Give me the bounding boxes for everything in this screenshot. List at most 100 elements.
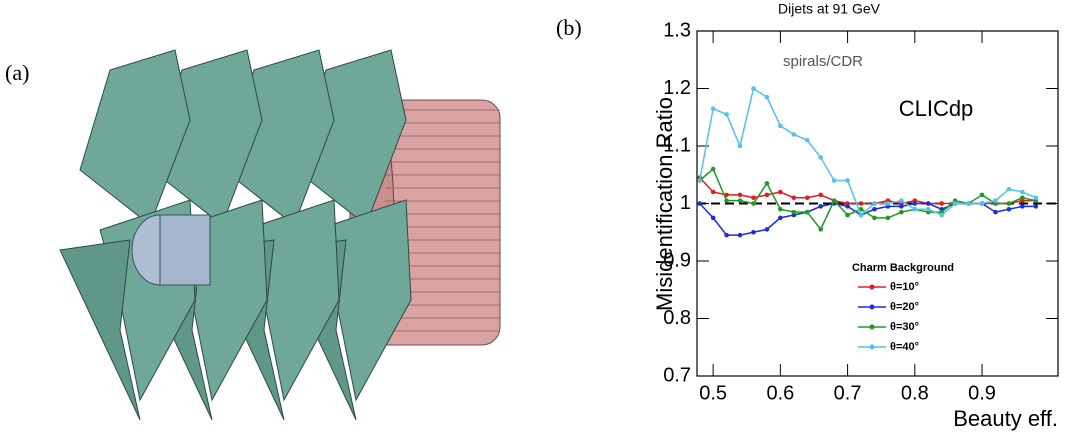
y-tick-label: 0.8 (663, 307, 691, 329)
series-line (699, 202, 1036, 236)
data-point (778, 215, 783, 221)
x-tick-label: 0.6 (766, 382, 794, 404)
data-point (831, 198, 837, 203)
legend-marker (869, 284, 875, 290)
data-point (764, 192, 770, 198)
data-point (778, 189, 783, 195)
data-point (939, 201, 945, 206)
data-point (778, 123, 783, 129)
y-tick-label: 1 (680, 192, 691, 214)
data-point (858, 201, 864, 206)
legend-marker (869, 324, 875, 330)
y-tick-label: 0.9 (663, 249, 691, 271)
annotation: CLICdp (899, 96, 974, 121)
data-point (939, 212, 945, 218)
data-point (1033, 195, 1039, 201)
data-point (831, 178, 837, 183)
data-point (804, 209, 810, 215)
data-point (1006, 186, 1012, 192)
annotation: spirals/CDR (783, 53, 863, 70)
data-point (697, 201, 702, 206)
data-point (872, 201, 877, 206)
data-point (710, 106, 716, 111)
data-point (751, 201, 756, 206)
data-point (1020, 195, 1025, 201)
legend-label: θ=20° (890, 301, 919, 313)
data-point (885, 201, 891, 206)
panel (59, 239, 141, 421)
data-point (885, 215, 891, 221)
data-point (710, 215, 716, 221)
data-point (1020, 204, 1025, 209)
x-tick-label: 0.8 (901, 382, 929, 404)
data-point (764, 94, 770, 100)
y-tick-label: 1.1 (663, 134, 691, 156)
data-point (818, 204, 823, 209)
y-tick-label: 1.2 (663, 77, 691, 99)
y-tick-label: 1.3 (663, 19, 691, 41)
data-point (966, 201, 971, 206)
data-point (764, 181, 770, 186)
data-point (778, 206, 783, 212)
data-point (979, 201, 985, 206)
x-axis-label: Beauty eff. (953, 406, 1058, 431)
chart-title: Dijets at 91 GeV (778, 1, 881, 17)
data-point (764, 227, 770, 232)
data-point (845, 204, 850, 209)
data-point (751, 195, 756, 201)
data-point (791, 132, 797, 137)
data-point (912, 206, 918, 212)
panel (79, 49, 191, 226)
data-point (818, 192, 823, 198)
legend-title: Charm Background (852, 262, 954, 274)
data-point (912, 201, 918, 206)
data-point (845, 212, 850, 218)
data-point (697, 178, 702, 183)
data-point (858, 212, 864, 218)
data-point (925, 206, 931, 212)
legend-marker (869, 304, 875, 310)
data-point (737, 198, 743, 203)
data-point (1020, 189, 1025, 195)
data-point (872, 215, 877, 221)
data-point (872, 206, 877, 212)
x-tick-label: 0.7 (834, 382, 862, 404)
legend-label: θ=40° (890, 341, 919, 353)
legend-label: θ=30° (890, 321, 919, 333)
data-point (1006, 206, 1012, 212)
data-point (737, 232, 743, 238)
data-point (724, 112, 729, 117)
data-point (751, 86, 756, 91)
detector-illustration (59, 49, 501, 421)
data-point (1006, 201, 1012, 206)
legend-label: θ=10° (890, 281, 919, 293)
data-point (993, 209, 998, 215)
series-line (699, 177, 1036, 205)
data-point (993, 198, 998, 203)
data-point (818, 227, 823, 232)
data-point (724, 232, 729, 238)
panel-label: (b) (556, 15, 582, 40)
x-tick-label: 0.9 (968, 382, 996, 404)
panel-label: (a) (5, 60, 29, 85)
y-axis-label: Misidentification Ratio (652, 97, 677, 311)
data-point (899, 209, 904, 215)
data-point (804, 137, 810, 143)
data-point (1033, 204, 1039, 209)
data-point (724, 198, 729, 203)
data-point (791, 195, 797, 201)
data-point (818, 155, 823, 160)
data-point (952, 201, 958, 206)
data-point (899, 198, 904, 203)
data-point (979, 192, 985, 198)
data-point (737, 192, 743, 198)
data-point (925, 201, 931, 206)
data-point (804, 195, 810, 201)
data-point (710, 189, 716, 195)
data-point (899, 204, 904, 209)
series-line (699, 167, 1036, 231)
data-point (845, 178, 850, 183)
data-point (737, 143, 743, 149)
